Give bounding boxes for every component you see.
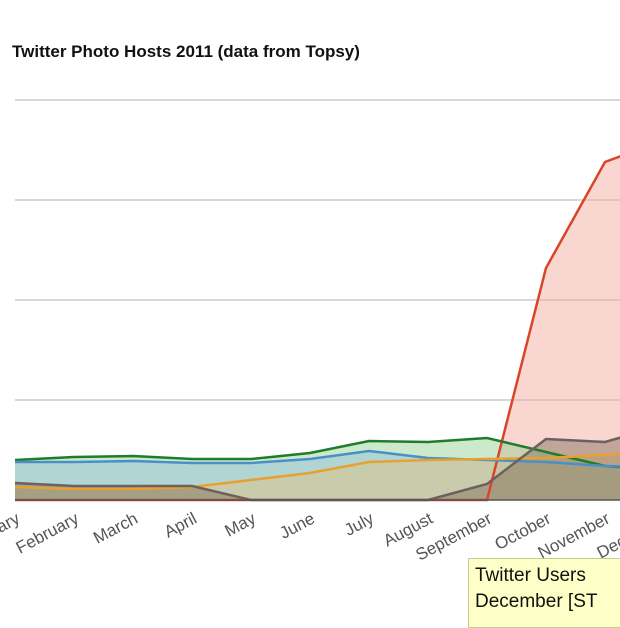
- series-4-area: [15, 437, 620, 500]
- chart-title: Twitter Photo Hosts 2011 (data from Tops…: [12, 42, 360, 61]
- x-tick-label: June: [276, 509, 317, 543]
- tooltip-month: December [ST: [475, 591, 598, 612]
- series-0-area: [15, 156, 620, 500]
- series-1-line: [14, 436, 620, 469]
- series-1-area: [15, 438, 620, 500]
- tooltip-series: Twitter Users: [475, 565, 586, 586]
- x-tick-label: April: [161, 509, 200, 542]
- x-tick-label: February: [13, 509, 82, 558]
- x-tick-label: March: [90, 509, 141, 548]
- x-tick-label: July: [341, 509, 377, 540]
- series-3-line: [14, 452, 620, 491]
- x-tick-label: May: [222, 509, 260, 541]
- tooltip: Twitter Users December [ST: [468, 558, 620, 628]
- series-2-line: [15, 449, 620, 468]
